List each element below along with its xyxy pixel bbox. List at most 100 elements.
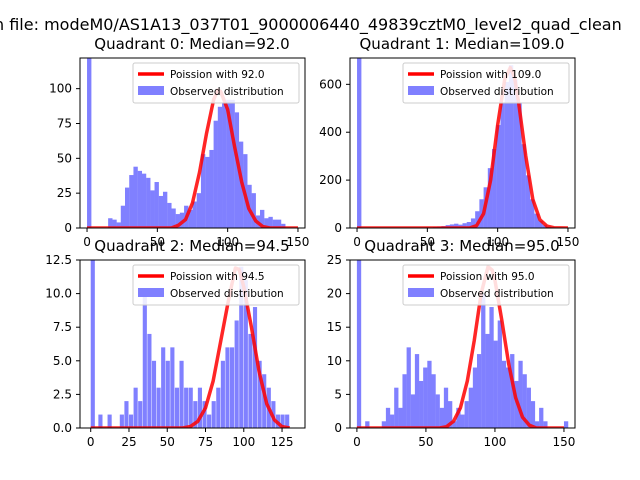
quadrant-0-hist-bar-5	[125, 187, 130, 228]
quadrant-0-hist-bar-41	[276, 219, 282, 228]
quadrant-0-hist-bar-27	[217, 106, 223, 228]
quadrant-1-ytick-label-3: 600	[319, 77, 342, 91]
quadrant-0-hist-bar-15	[167, 202, 172, 228]
quadrant-2-ytick-label-5: 12.5	[45, 253, 72, 267]
quadrant-0-hist-bar-1	[108, 218, 113, 228]
quadrant-0-ytick-label-3: 75	[57, 116, 72, 130]
quadrant-0-hist-bar-17	[175, 214, 180, 228]
quadrant-0-hist-bar-23	[200, 154, 206, 228]
quadrant-3-hist-bar-31	[501, 360, 507, 428]
quadrant-2-legend: Poission with 94.5 Observed distribution	[132, 264, 300, 306]
quadrant-0-hist-bar-29	[226, 99, 231, 228]
quadrant-1-axes-frame	[349, 57, 576, 229]
quadrant-3-hist-bar-21	[460, 414, 465, 428]
quadrant-0-hist-bar-40	[272, 219, 278, 228]
quadrant-1-hist-bar-7	[449, 224, 455, 228]
quadrant-2-hist-bar-39	[285, 414, 290, 428]
figure-suptitle: n file: modeM0/AS1A13_037T01_9000006440_…	[0, 15, 622, 35]
quadrant-2-hist-bar-2	[107, 414, 112, 428]
quadrant-1-legend: Poission with 109.0 Observed distribution	[402, 62, 570, 104]
quadrant-0-hist-bar-39	[268, 216, 273, 228]
quadrant-3-legend-label-poisson: Poission with 95.0	[440, 271, 535, 283]
quadrant-3-hist-bar-20	[456, 407, 461, 428]
quadrant-3-hist-bar-7	[402, 374, 407, 428]
quadrant-2-hist-bar-22	[207, 414, 212, 428]
quadrant-3-hist-bar-5	[394, 387, 399, 428]
quadrant-3-hist-bar-18	[448, 401, 453, 428]
quadrant-3-hist-bar-13	[427, 360, 432, 428]
quadrant-2-hist-bar-23	[211, 401, 216, 428]
quadrant-2-axes-frame	[79, 259, 306, 429]
quadrant-3-hist-bar-19	[452, 421, 457, 428]
quadrant-0-hist-bar-7	[133, 166, 138, 228]
quadrant-3-hist-bar-32	[505, 367, 511, 428]
quadrant-2-hist-bar-8	[142, 293, 147, 428]
quadrant-2-xtick-label-1: 25	[121, 435, 136, 449]
quadrant-0-hist-bar-28	[222, 102, 227, 228]
quadrant-3-hist-bar-3	[385, 407, 391, 428]
quadrant-2-hist-bar-1	[98, 414, 103, 428]
quadrant-0-hist-bar-31	[234, 112, 240, 228]
quadrant-0-legend-label-observed: Observed distribution	[170, 86, 284, 98]
quadrant-2-xtick-label-5: 125	[271, 435, 294, 449]
quadrant-3-ytick-label-3: 15	[327, 320, 342, 334]
quadrant-2-panel: 0 25 50 75 100 125 0.0 2.5 5.0 7.5 10.0 12.5 Poissio…	[45, 237, 306, 449]
quadrant-0-hist-bar-10	[146, 177, 151, 228]
quadrant-2-hist-bar-4	[124, 401, 129, 428]
quadrant-2-hist-bar-25	[220, 360, 225, 428]
quadrant-1-ytick-label-2: 400	[319, 125, 342, 139]
quadrant-3-hist-bar-38	[530, 401, 536, 428]
quadrant-2-legend-label-observed: Observed distribution	[170, 288, 284, 300]
quadrant-1-hist-bar-19	[500, 103, 505, 228]
quadrant-2-xtick-label-2: 50	[160, 435, 175, 449]
quadrant-1-ytick-label-1: 200	[319, 173, 342, 187]
quadrant-2-legend-box	[132, 264, 300, 306]
quadrant-2-hist-bar-24	[216, 387, 221, 428]
quadrant-1-hist-bar-0	[357, 58, 362, 228]
quadrant-2-hist-bar-38	[280, 414, 285, 428]
quadrant-0-hist-bar-4	[120, 205, 126, 228]
quadrant-0-hist-bar-42	[281, 223, 286, 228]
quadrant-2-hist-bar-34	[262, 374, 267, 428]
quadrant-1-hist-bar-28	[538, 220, 543, 228]
quadrant-2-hist-bar-3	[119, 414, 124, 428]
quadrant-3-ytick-label-0: 0	[334, 421, 342, 435]
quadrant-2-hist-bar-30	[243, 280, 248, 428]
quadrant-0-hist-bar-12	[154, 182, 159, 228]
quadrant-3-hist-bar-23	[468, 387, 473, 428]
quadrant-2-hist-bar-10	[151, 360, 157, 428]
quadrant-2-hist-bar-29	[239, 266, 244, 428]
quadrant-2-hist-bar-33	[257, 360, 262, 428]
quadrant-3-hist-bar-9	[410, 394, 416, 428]
quadrant-2-legend-hist-swatch	[138, 288, 164, 297]
quadrant-0-hist-bar-0	[87, 58, 92, 228]
quadrant-3-title: Quadrant 3: Median=95.0	[364, 237, 559, 255]
quadrant-2-hist-bar-0	[90, 260, 95, 428]
quadrant-2-xtick-label-0: 0	[87, 435, 95, 449]
quadrant-3-panel: 0 50 100 150 0 5 10 15 20 25 Poission with 95.0 Obs…	[327, 237, 576, 449]
quadrant-3-hist-bar-24	[472, 367, 478, 428]
quadrant-3-legend-label-observed: Observed distribution	[440, 288, 554, 300]
quadrant-0-hist-bar-21	[192, 201, 197, 228]
quadrant-0-hist-bar-6	[129, 175, 134, 228]
quadrant-3-ytick-label-2: 10	[327, 354, 342, 368]
quadrant-0-ytick-label-2: 50	[57, 151, 72, 165]
quadrant-0-hist-bar-9	[141, 173, 147, 228]
quadrant-3-hist-bar-14	[431, 374, 436, 428]
quadrant-3-hist-bar-8	[406, 347, 411, 428]
quadrant-0-hist-bar-24	[205, 156, 210, 228]
quadrant-3-hist-bar-39	[534, 421, 540, 428]
quadrant-1-hist-bar-16	[487, 168, 493, 228]
quadrant-0-hist-bar-14	[162, 191, 168, 228]
quadrant-3-axes-frame	[349, 259, 576, 429]
quadrant-3-hist-bar-6	[398, 407, 403, 428]
quadrant-3-xtick-label-0: 0	[353, 435, 361, 449]
quadrant-1-xtick-label-3: 150	[557, 235, 580, 249]
quadrant-0-hist-bar-13	[158, 195, 164, 228]
quadrant-1-hist-bar-8	[454, 223, 459, 228]
quadrant-3-hist-bar-27	[485, 333, 490, 428]
quadrant-3-hist-bar-16	[439, 407, 445, 428]
quadrant-1-xtick-label-0: 0	[353, 235, 361, 249]
quadrant-0-hist-bar-22	[196, 193, 202, 228]
quadrant-3-hist-bar-33	[510, 354, 515, 428]
